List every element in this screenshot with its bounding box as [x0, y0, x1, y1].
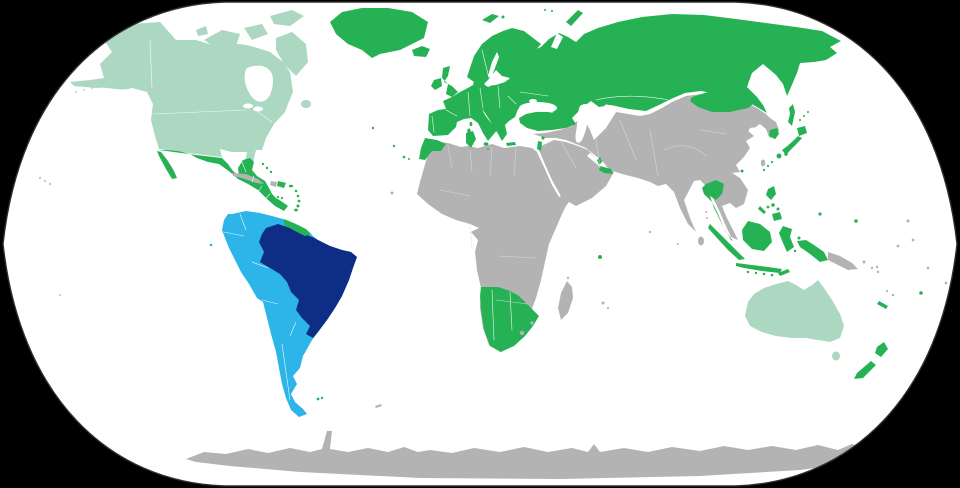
region-pacific-gray [59, 219, 948, 297]
region-pacific-green [818, 212, 858, 223]
region-mongolia [690, 92, 757, 112]
region-haiti [270, 181, 277, 187]
region-svalbard [482, 9, 553, 23]
region-europe-russia [428, 14, 841, 141]
baltic-sea [484, 78, 510, 87]
bohai-sea [749, 127, 757, 133]
region-lesotho [519, 330, 525, 336]
region-hong-kong [740, 169, 744, 173]
region-novaya-zemlya [566, 10, 583, 26]
region-fiji [919, 291, 923, 295]
region-new-caledonia [877, 301, 888, 309]
land-layer [38, 8, 948, 479]
region-papua-new-guinea [828, 252, 880, 274]
region-falkland-islands [316, 396, 324, 401]
region-arabia [539, 140, 614, 206]
country-borders-light [149, 39, 669, 401]
hudson-bay [244, 65, 274, 102]
region-guianas [284, 219, 311, 236]
region-eswatini [530, 321, 534, 325]
region-sri-lanka [698, 236, 704, 246]
region-taiwan [760, 159, 766, 167]
region-south-korea [769, 128, 779, 139]
region-hawaii [38, 176, 52, 186]
region-asia-mainland [533, 94, 779, 240]
region-baja-california [157, 151, 177, 179]
aral-sea [604, 104, 610, 110]
region-arctic-islands [196, 10, 308, 76]
region-uae [599, 166, 613, 174]
great-lakes-west [243, 103, 253, 109]
region-usa-canada [70, 22, 293, 166]
region-indian-ocean-gray [566, 276, 610, 310]
region-ireland [431, 78, 442, 90]
region-united-kingdom [442, 66, 458, 97]
region-philippines [758, 186, 782, 221]
region-indonesia [708, 221, 828, 277]
region-cuba [232, 173, 264, 184]
region-mediterranean-islands [450, 121, 545, 150]
region-hainan [732, 180, 738, 186]
region-cape-verde [390, 191, 394, 195]
country-borders-gray [439, 119, 727, 305]
region-tasmania [832, 351, 840, 361]
region-sakhalin-kurils [788, 104, 809, 126]
region-australia [745, 280, 844, 342]
region-new-zealand [854, 342, 888, 379]
region-south-georgia [375, 404, 382, 408]
region-dominican-republic [277, 181, 286, 188]
region-mexico-central-america [159, 150, 288, 211]
region-indian-ocean-small [648, 211, 708, 245]
region-greenland [330, 8, 428, 58]
region-southern-africa [480, 287, 539, 352]
region-seychelles [598, 255, 602, 259]
sea-of-azov [529, 99, 537, 103]
region-brazil [259, 224, 357, 338]
region-qatar [597, 157, 602, 165]
region-madagascar [558, 281, 573, 320]
region-tunisia [466, 131, 476, 148]
region-japan [762, 126, 807, 172]
caspian-sea [575, 104, 590, 143]
gulf-of-bothnia [488, 52, 499, 78]
region-newfoundland [301, 100, 311, 108]
region-iceland [412, 46, 430, 57]
region-thailand-malaysia [702, 180, 737, 243]
region-atlantic-islands [371, 126, 410, 160]
region-aleutian-islands [75, 87, 93, 93]
region-galapagos [209, 243, 213, 247]
persian-gulf [587, 153, 608, 171]
region-morocco [419, 138, 446, 160]
region-caribbean-green [261, 162, 301, 212]
great-lakes-east [253, 106, 263, 112]
region-antarctica [186, 431, 878, 479]
region-turkey [519, 112, 576, 131]
white-sea [551, 33, 563, 49]
region-israel [537, 141, 542, 151]
region-scandinavia [467, 28, 541, 88]
black-sea [519, 102, 557, 114]
